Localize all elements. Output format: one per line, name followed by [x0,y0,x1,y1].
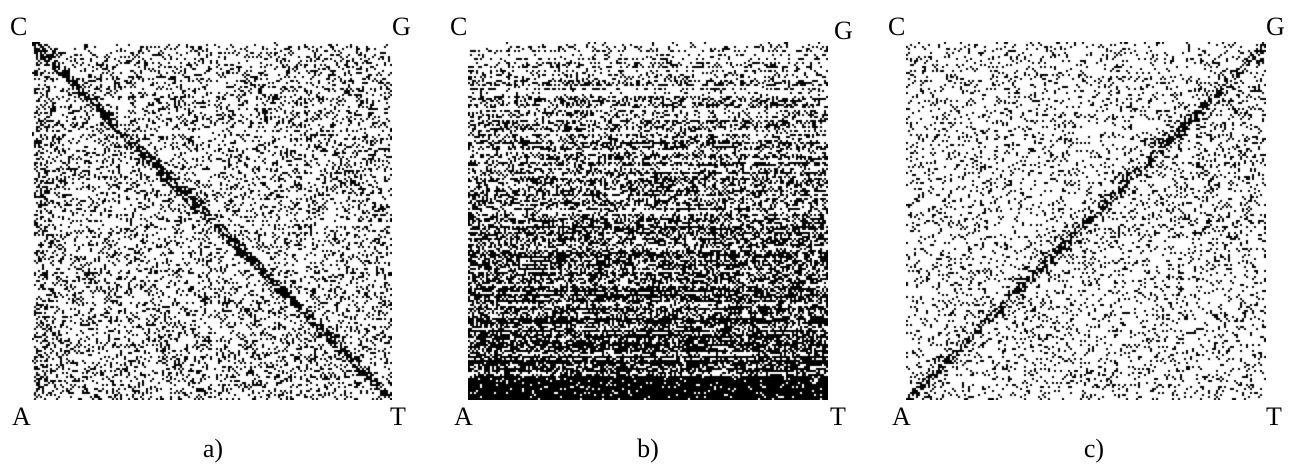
corner-label-top-right: G [834,16,853,45]
corner-label-bottom-right: T [1266,402,1282,431]
corner-label-bottom-left: A [12,402,31,431]
corner-label-top-right: G [392,12,411,41]
corner-label-bottom-right: T [830,402,846,431]
corner-label-bottom-right: T [390,402,406,431]
panel-caption: b) [637,434,659,463]
dot-plot-c [906,42,1266,400]
corner-label-bottom-left: A [454,402,473,431]
panel-caption: c) [1083,434,1105,463]
corner-label-top-left: C [888,12,906,41]
panel-b: C G A T b) [440,0,860,472]
corner-label-top-right: G [1266,12,1285,41]
corner-label-top-left: C [10,12,28,41]
dot-plot-b [468,42,828,400]
corner-label-top-left: C [450,12,468,41]
corner-label-bottom-left: A [892,402,911,431]
panel-a: C G A T a) [0,0,420,472]
dot-plot-a [32,42,392,400]
panel-c: C G A T c) [880,0,1295,472]
panel-caption: a) [202,434,224,463]
